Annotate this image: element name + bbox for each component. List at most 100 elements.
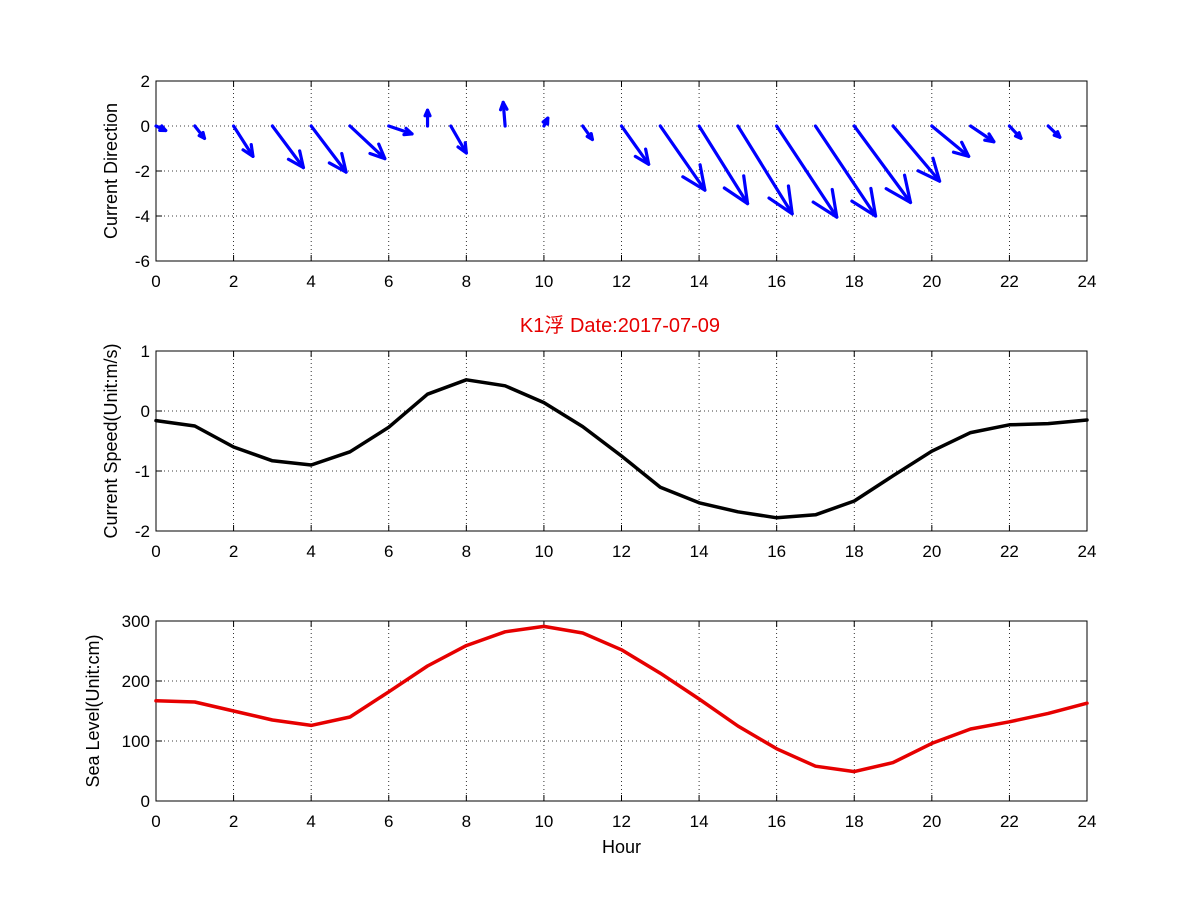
arrow-head	[241, 143, 255, 158]
plot-area	[155, 350, 1088, 532]
x-tick-label: 10	[534, 542, 553, 561]
data-point	[465, 645, 467, 647]
x-tick-label: 8	[462, 542, 471, 561]
arrow-head	[722, 174, 750, 206]
arrow-vector	[891, 124, 942, 183]
y-tick-label: 2	[141, 72, 150, 91]
x-tick-label: 22	[1000, 812, 1019, 831]
arrow-head	[951, 140, 971, 158]
y-axis-label: Sea Level(Unit:cm)	[83, 634, 103, 787]
data-point	[543, 625, 545, 627]
arrow-head	[884, 173, 913, 205]
data-point	[465, 379, 467, 381]
data-point	[1008, 424, 1010, 426]
data-point	[427, 665, 429, 667]
x-tick-label: 16	[767, 272, 786, 291]
x-tick-label: 10	[534, 272, 553, 291]
data-point	[892, 762, 894, 764]
arrow-vector	[658, 124, 707, 192]
arrow-shaft	[736, 124, 794, 216]
data-point	[1086, 702, 1088, 704]
arrow-head	[850, 186, 878, 218]
data-point	[233, 710, 235, 712]
data-point	[1008, 721, 1010, 723]
data-point	[543, 402, 545, 404]
data-point	[892, 475, 894, 477]
arrow-shaft	[891, 124, 942, 183]
data-point	[1047, 423, 1049, 425]
arrow-shaft	[969, 124, 996, 144]
arrow-vector	[619, 124, 651, 166]
data-point	[271, 460, 273, 462]
y-tick-label: -2	[135, 522, 150, 541]
arrow-shaft	[775, 124, 839, 219]
x-tick-label: 4	[306, 272, 315, 291]
arrow-head	[916, 156, 942, 183]
y-tick-label: -2	[135, 162, 150, 181]
data-point	[194, 701, 196, 703]
data-point	[776, 517, 778, 519]
chart-title: K1浮 Date:2017-07-09	[520, 314, 720, 337]
data-point	[155, 700, 157, 702]
arrow-vector	[193, 124, 207, 140]
data-point	[504, 385, 506, 387]
data-point	[621, 649, 622, 651]
arrow-head	[423, 108, 432, 118]
y-axis-label: Current Speed(Unit:m/s)	[101, 343, 121, 538]
arrow-head	[541, 116, 550, 126]
x-tick-label: 2	[229, 272, 238, 291]
arrow-vector	[423, 108, 432, 128]
arrow-head	[158, 124, 168, 133]
arrow-vector	[736, 124, 794, 216]
x-tick-label: 8	[462, 812, 471, 831]
data-point	[427, 393, 429, 395]
data-point	[814, 765, 816, 767]
x-tick-label: 18	[845, 542, 864, 561]
arrow-vector	[387, 124, 414, 137]
data-point	[155, 420, 157, 422]
x-tick-label: 0	[151, 812, 160, 831]
data-point	[1047, 712, 1049, 714]
x-tick-label: 12	[612, 542, 631, 561]
y-tick-label: -4	[135, 207, 150, 226]
data-point	[737, 725, 739, 727]
arrow-head	[681, 163, 707, 192]
x-tick-label: 14	[690, 542, 709, 561]
data-point	[233, 446, 235, 448]
x-tick-label: 4	[306, 542, 315, 561]
arrow-head	[197, 130, 207, 140]
arrow-vector	[813, 124, 878, 218]
data-point	[659, 672, 661, 674]
arrow-head	[983, 132, 996, 144]
data-point	[853, 771, 855, 773]
x-tick-label: 12	[612, 812, 631, 831]
arrow-shaft	[348, 124, 387, 161]
x-tick-label: 12	[612, 272, 631, 291]
arrow-head	[498, 100, 509, 112]
x-tick-label: 20	[922, 812, 941, 831]
x-tick-label: 14	[690, 272, 709, 291]
x-tick-label: 16	[767, 812, 786, 831]
y-tick-label: 1	[141, 342, 150, 361]
arrow-head	[1013, 131, 1023, 140]
arrow-shaft	[270, 124, 306, 170]
data-point	[194, 425, 196, 427]
y-tick-label: 0	[141, 402, 150, 421]
arrow-head	[767, 184, 794, 216]
data-point	[970, 728, 972, 730]
x-tick-label: 10	[534, 812, 553, 831]
arrow-head	[402, 126, 414, 137]
x-tick-label: 0	[151, 272, 160, 291]
arrow-shaft	[309, 124, 348, 174]
data-point	[349, 716, 351, 718]
data-point	[1086, 419, 1088, 421]
arrow-shaft	[852, 124, 913, 205]
arrow-vector	[697, 124, 750, 206]
x-tick-label: 8	[462, 272, 471, 291]
x-axis-label: Hour	[602, 837, 641, 857]
data-point	[737, 511, 739, 513]
x-tick-label: 6	[384, 272, 393, 291]
